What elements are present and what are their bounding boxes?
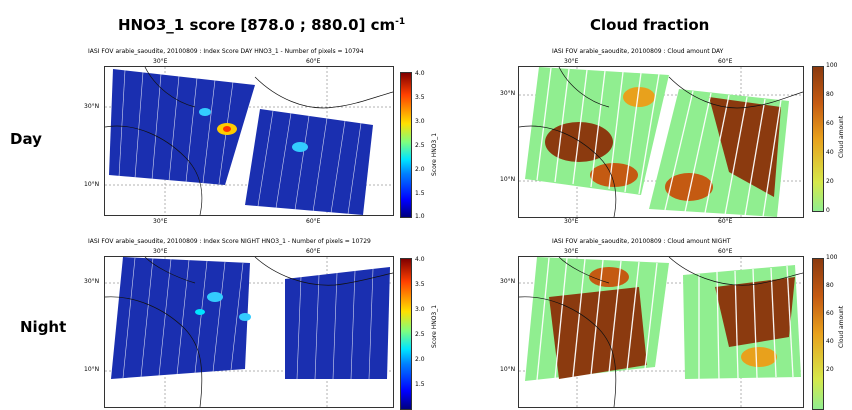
map-hno3-day [104, 66, 394, 216]
lon-tick: 60°E [306, 218, 321, 225]
panel-cloud-night: IASI FOV arabie_saoudite, 20100809 : Clo… [500, 238, 845, 410]
map-canvas [105, 67, 393, 215]
lon-tick: 30°E [153, 58, 168, 65]
lon-tick: 60°E [718, 218, 733, 225]
row-label-day: Day [10, 130, 42, 148]
panel-cloud-day: IASI FOV arabie_saoudite, 20100809 : Clo… [500, 48, 845, 225]
hno3-title-unit-exponent: -1 [395, 17, 406, 27]
colorbar [400, 72, 412, 218]
panel-hno3-night: IASI FOV arabie_saoudite, 20100809 : Ind… [84, 238, 448, 410]
lon-tick: 30°E [564, 58, 579, 65]
lat-tick: 30°N [84, 103, 100, 110]
lon-tick: 60°E [306, 58, 321, 65]
swath-east [285, 267, 390, 379]
swath-west [111, 257, 250, 379]
colorbar-label: Score HNO3_1 [431, 132, 438, 176]
map-cloud-day [518, 66, 804, 218]
colorbar-label: Score HNO3_1 [431, 304, 438, 348]
swath-west [109, 69, 255, 185]
colorbar [400, 258, 412, 410]
lon-tick: 60°E [718, 58, 733, 65]
lon-tick: 60°E [718, 248, 733, 255]
coastline [105, 67, 393, 215]
map-cloud-night [518, 256, 804, 408]
panel-hno3-day: IASI FOV arabie_saoudite, 20100809 : Ind… [84, 48, 438, 225]
colorbar-label: Cloud amount [838, 305, 845, 348]
map-canvas [519, 67, 803, 217]
map-canvas [105, 257, 393, 407]
swath-east [245, 109, 373, 215]
map-canvas [519, 257, 803, 407]
hno3-column-title: HNO3_1 score [878.0 ; 880.0] cm-1 [118, 16, 405, 34]
cloud-column-title: Cloud fraction [590, 16, 710, 34]
coastline [519, 257, 803, 407]
lon-tick: 30°E [564, 218, 579, 225]
lat-tick: 30°N [84, 278, 100, 285]
lon-tick: 30°E [153, 248, 168, 255]
row-label-night: Night [20, 318, 67, 336]
lat-tick: 10°N [84, 366, 100, 373]
panel-title: IASI FOV arabie_saoudite, 20100809 : Clo… [552, 238, 731, 245]
colorbar [812, 66, 824, 212]
panel-title: IASI FOV arabie_saoudite, 20100809 : Clo… [552, 48, 724, 55]
lat-tick: 10°N [500, 176, 516, 183]
lon-tick: 60°E [306, 248, 321, 255]
lat-tick: 10°N [84, 181, 100, 188]
colorbar [812, 258, 824, 410]
lon-tick: 30°E [153, 218, 168, 225]
coastline [105, 257, 393, 407]
lat-tick: 10°N [500, 366, 516, 373]
map-hno3-night [104, 256, 394, 408]
colorbar-label: Cloud amount [838, 115, 845, 158]
lat-tick: 30°N [500, 90, 516, 97]
panel-title: IASI FOV arabie_saoudite, 20100809 : Ind… [88, 238, 371, 245]
lon-tick: 30°E [564, 248, 579, 255]
panel-title: IASI FOV arabie_saoudite, 20100809 : Ind… [88, 48, 364, 55]
coastline [519, 67, 803, 217]
hno3-title-text: HNO3_1 score [878.0 ; 880.0] cm [118, 16, 396, 34]
lat-tick: 30°N [500, 278, 516, 285]
